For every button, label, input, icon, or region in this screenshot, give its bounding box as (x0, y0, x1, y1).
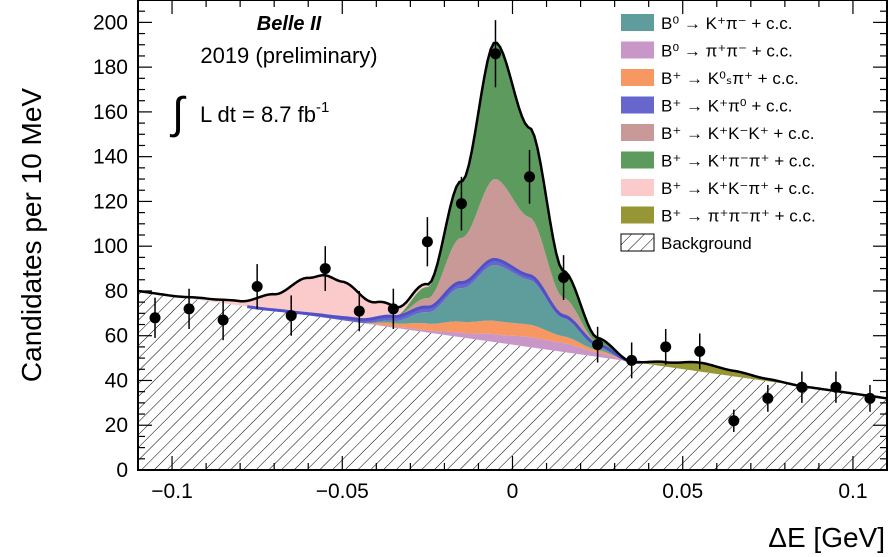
background-area (138, 290, 887, 470)
signal-components (138, 42, 887, 399)
legend-label: B⁰ → π⁺π⁻ + c.c. (661, 42, 793, 61)
x-tick-label: −0.05 (316, 480, 369, 503)
y-tick-label: 200 (93, 11, 128, 34)
legend-swatch (621, 179, 654, 196)
y-axis: 0 20 40 60 80 100 120 140 160 180 200 (93, 0, 887, 482)
data-point (592, 339, 604, 351)
legend-swatch (621, 206, 654, 224)
component-area-5 (138, 179, 887, 399)
legend-swatch (621, 96, 654, 114)
y-tick-label: 120 (93, 190, 128, 213)
data-points (149, 20, 876, 432)
legend-swatch (621, 69, 654, 86)
x-tick-label: 0.05 (662, 480, 703, 503)
data-point (387, 303, 399, 315)
y-tick-label: 100 (93, 235, 128, 258)
legend-label: B⁺ → K⁰ₛπ⁺ + c.c. (661, 69, 799, 88)
legend-swatch (621, 41, 654, 59)
x-tick-label: 0 (507, 480, 519, 503)
total-fit (138, 41, 887, 400)
data-point (353, 305, 365, 317)
legend-label: B⁰ → K⁺π⁻ + c.c. (661, 14, 792, 33)
y-tick-label: 0 (116, 459, 128, 482)
data-point (489, 48, 501, 60)
component-area-3 (138, 264, 887, 399)
x-axis: −0.1 −0.05 0 0.05 0.1 (137, 0, 888, 503)
data-point (251, 280, 263, 292)
data-point (796, 381, 808, 393)
data-point (319, 263, 331, 275)
data-point (421, 236, 433, 248)
legend-swatch (621, 124, 654, 141)
y-tick-label: 20 (105, 414, 128, 437)
data-point (217, 314, 229, 326)
legend-swatch (620, 233, 655, 252)
component-area-6 (138, 42, 887, 399)
data-point (728, 415, 740, 427)
y-tick-label: 80 (105, 280, 128, 303)
y-tick-label: 140 (93, 146, 128, 169)
kpi0-edge (247, 257, 641, 364)
legend-label: B⁺ → K⁺π⁰ + c.c. (661, 97, 792, 116)
x-tick-label: 0.1 (838, 480, 867, 503)
experiment-label: Belle II (257, 13, 322, 35)
x-tick-label: −0.1 (151, 480, 192, 503)
luminosity-label: L dt = 8.7 fb-1 (200, 99, 329, 127)
background-layer (138, 290, 887, 470)
data-point (558, 272, 570, 284)
legend-swatch (621, 151, 654, 169)
legend-label: B⁺ → K⁺π⁻π⁺ + c.c. (661, 152, 815, 171)
component-area-7 (138, 42, 887, 399)
integral-symbol: ∫ (169, 89, 187, 138)
legend-label: B⁺ → K⁺K⁻K⁺ + c.c. (661, 124, 815, 143)
data-point (455, 198, 467, 210)
data-point (149, 312, 161, 324)
legend: B⁰ → K⁺π⁻ + c.c. B⁰ → π⁺π⁻ + c.c. B⁺ → K⁰ₛ… (620, 14, 816, 253)
data-point (524, 171, 536, 183)
legend-swatch (621, 14, 654, 31)
legend-label: B⁺ → K⁺K⁻π⁺ + c.c. (661, 179, 815, 198)
legend-label: Background (661, 234, 752, 253)
y-tick-label: 60 (105, 325, 128, 348)
data-point (660, 341, 672, 353)
y-tick-label: 160 (93, 101, 128, 124)
y-tick-label: 40 (105, 369, 128, 392)
component-area-0 (138, 290, 887, 399)
data-point (762, 392, 774, 404)
data-point (830, 381, 842, 393)
y-axis-title: Candidates per 10 MeV (16, 88, 47, 383)
data-point (626, 354, 638, 366)
x-axis-title: ΔE [GeV] (768, 522, 885, 553)
data-point (183, 303, 195, 315)
y-tick-label: 180 (93, 56, 128, 79)
legend-label: B⁺ → π⁺π⁻π⁺ + c.c. (661, 207, 816, 226)
data-point (864, 392, 876, 404)
total-fit-curve (138, 41, 887, 400)
data-point (285, 310, 297, 322)
year-label: 2019 (preliminary) (200, 43, 377, 68)
data-point (694, 345, 706, 357)
